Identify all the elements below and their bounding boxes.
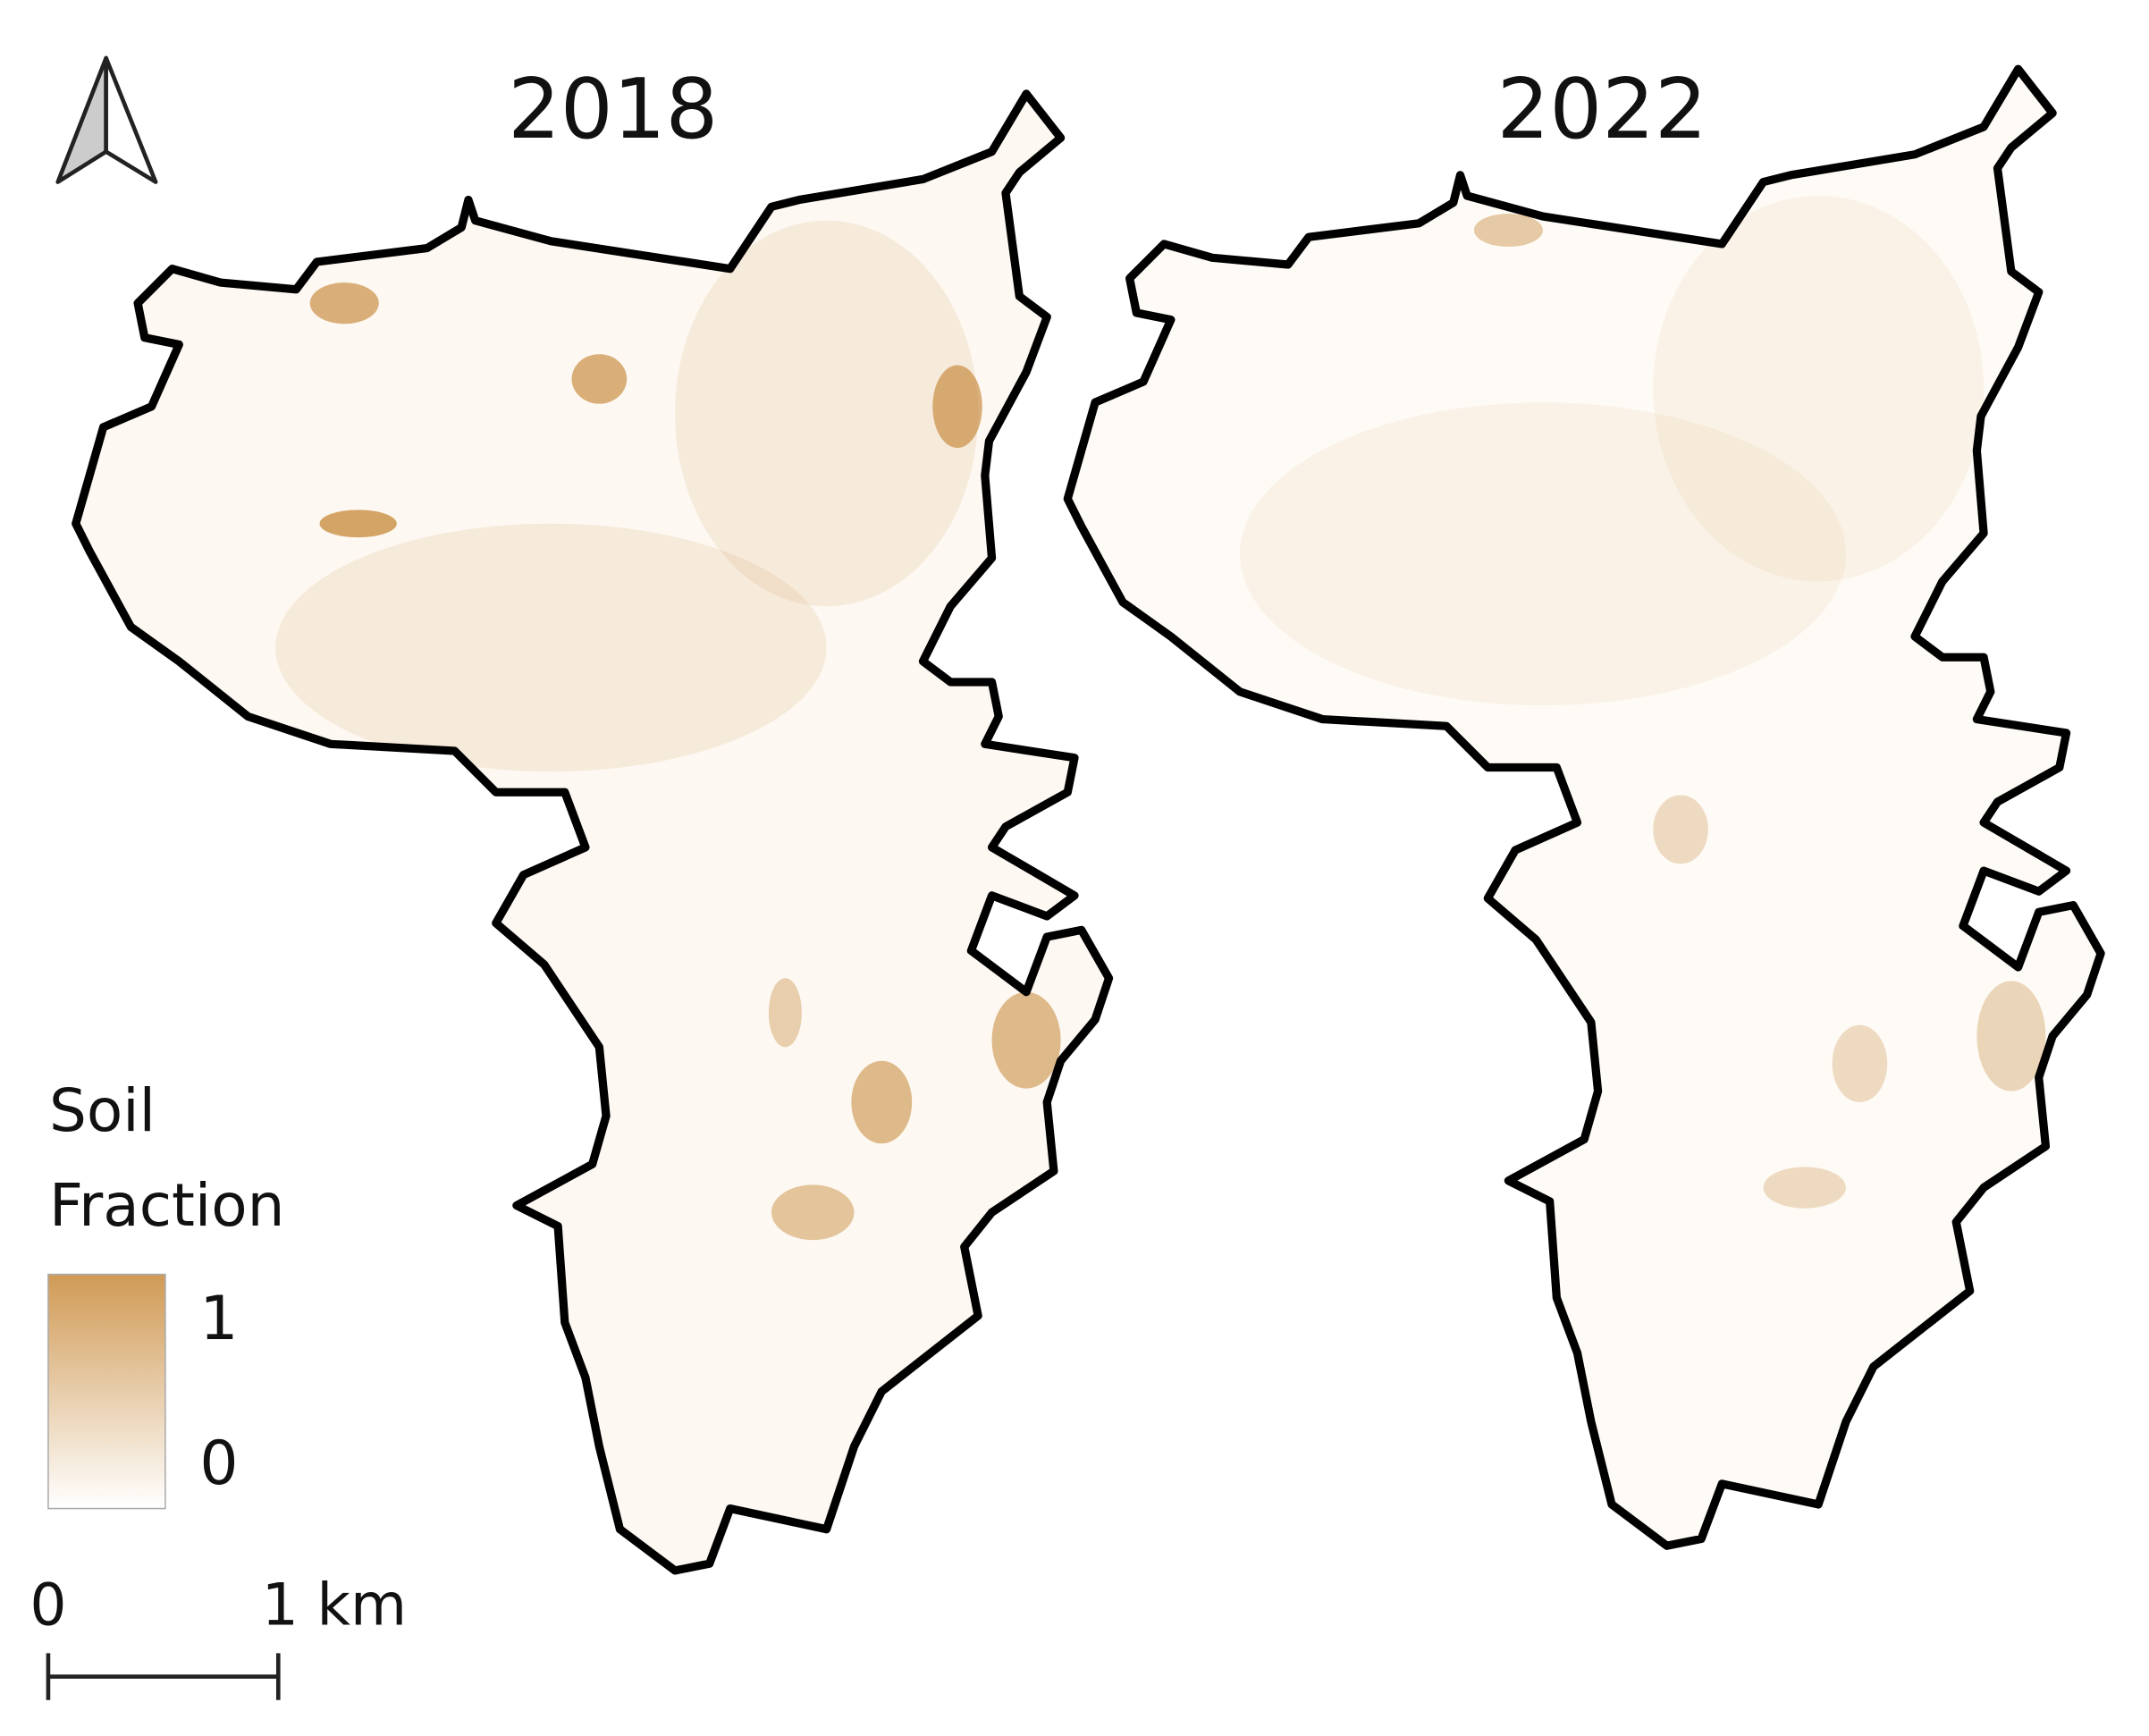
legend-ramp [47,1273,166,1510]
map-2018: 2018 [76,61,1109,1571]
map-2022 [1067,69,2101,1546]
legend-title: Soil Fraction [49,1076,285,1240]
scale-bar [46,1653,281,1700]
legend-label: 0 [199,1428,238,1498]
soil-patches [275,220,1061,1241]
scale-label: 0 [29,1572,66,1639]
map-title: 2018 [508,61,718,157]
map-title: 2022 [1497,61,1707,157]
legend-label: 1 [199,1283,238,1353]
soil-patches [1239,195,2046,1209]
north-arrow [55,55,158,184]
scale-label: 1 km [262,1572,407,1639]
